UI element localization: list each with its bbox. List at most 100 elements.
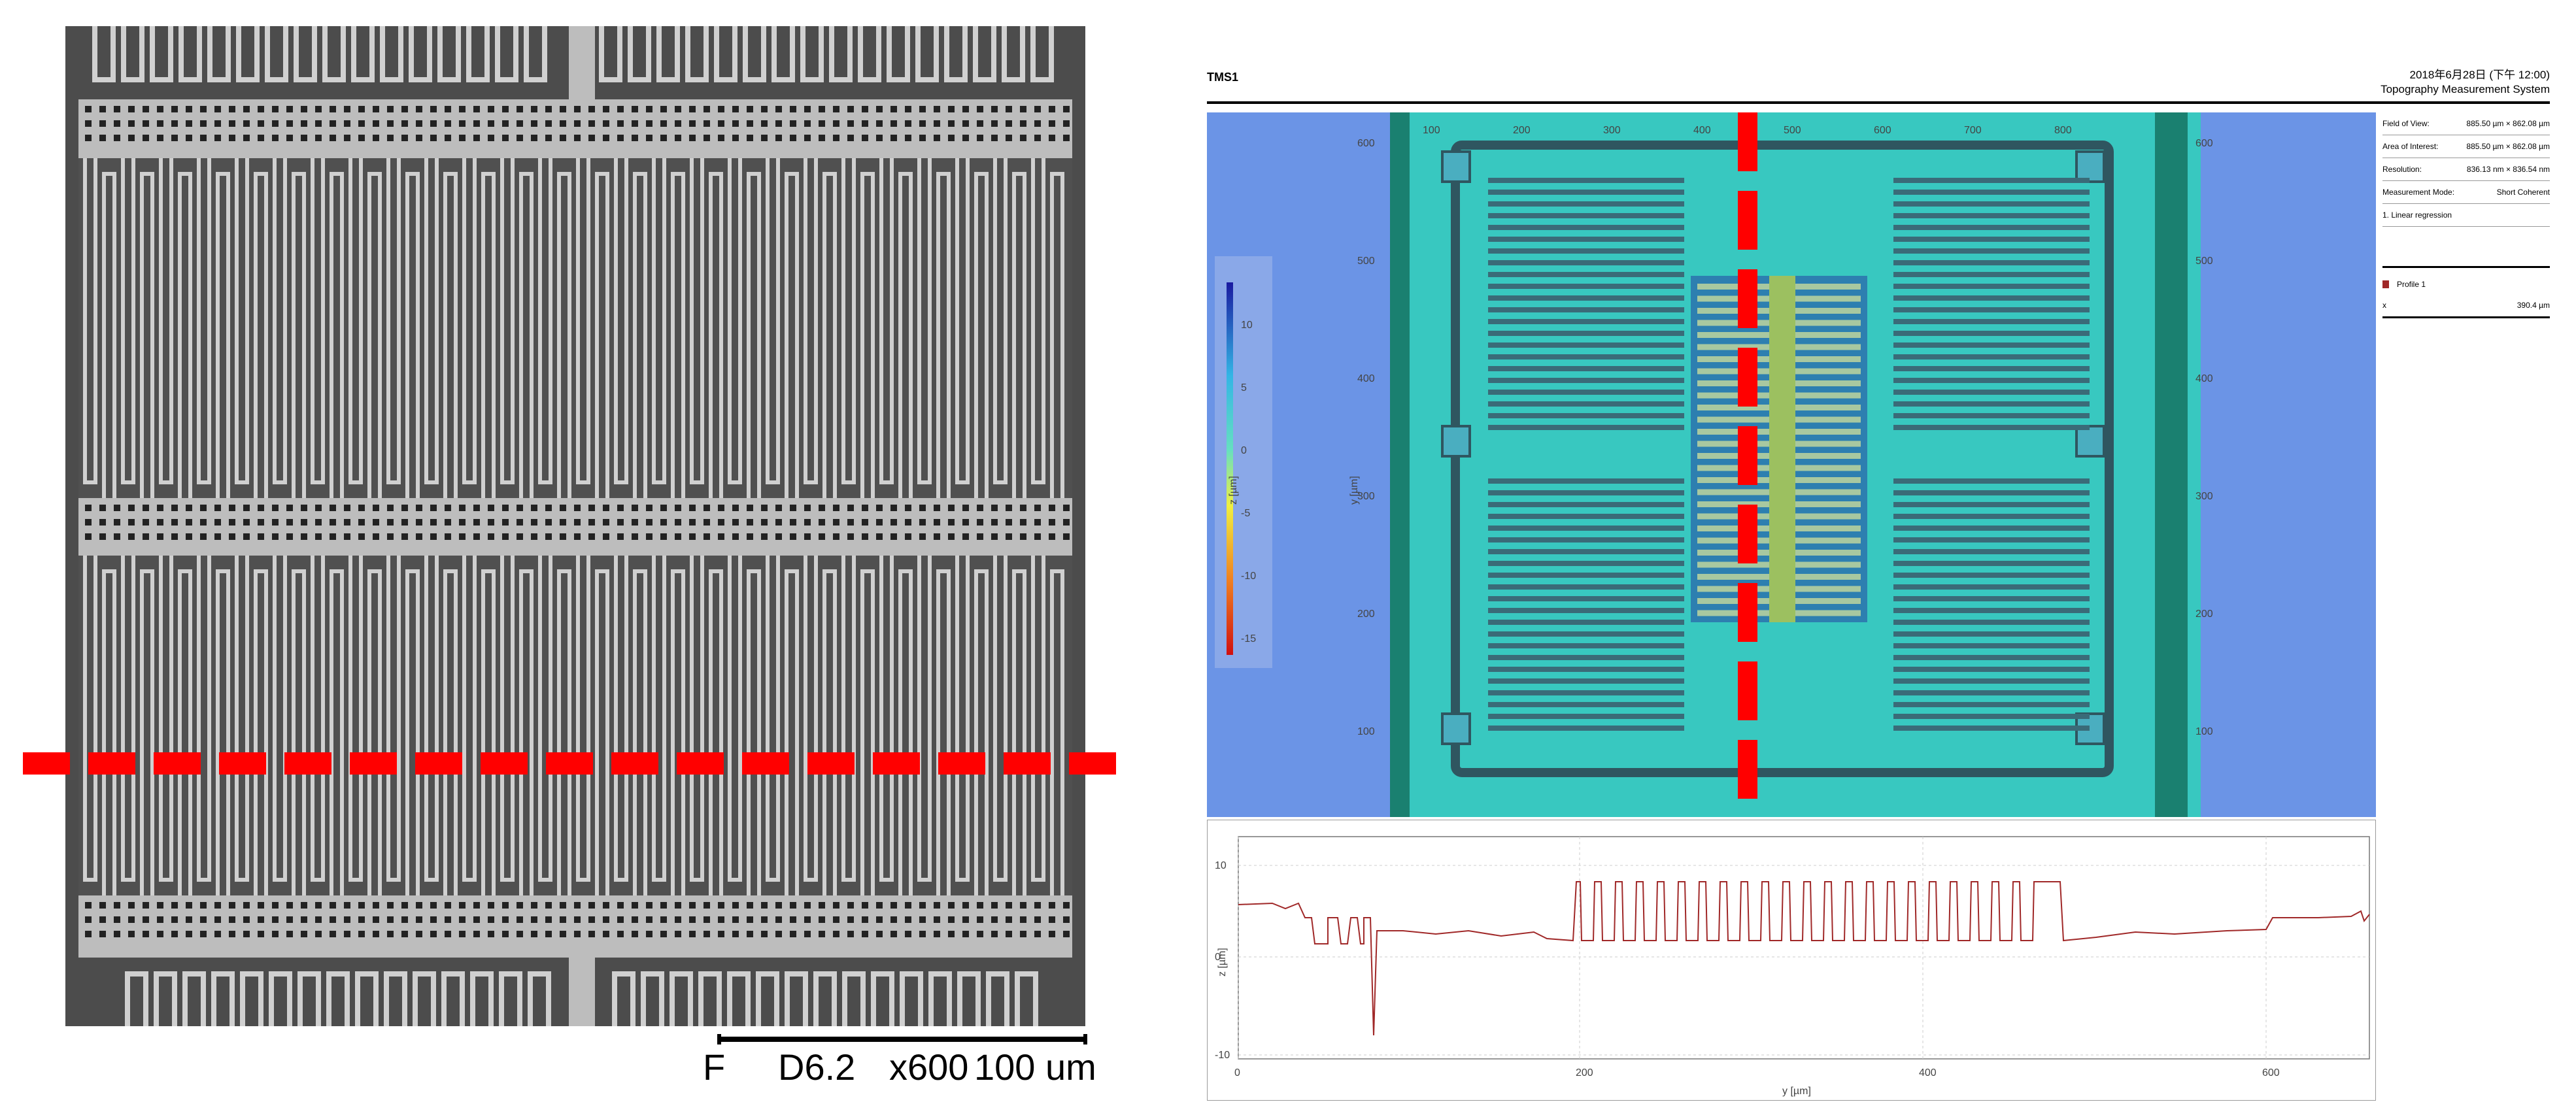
- sem-dot: [890, 916, 897, 923]
- sem-dot: [718, 120, 724, 127]
- sem-dot: [991, 135, 998, 141]
- sem-dot: [214, 533, 221, 540]
- sem-dot: [229, 902, 235, 909]
- sem-dot: [214, 505, 221, 511]
- sem-finger-up: [178, 569, 192, 895]
- sem-center-strip-top: [569, 26, 595, 99]
- sem-dot: [675, 505, 681, 511]
- sem-dot: [272, 902, 279, 909]
- sem-dot: [1006, 505, 1012, 511]
- sem-dot: [301, 519, 307, 526]
- sem-dot: [632, 135, 638, 141]
- sem-dot: [804, 505, 811, 511]
- sem-dot: [286, 106, 293, 112]
- map-finger: [1488, 401, 1684, 407]
- map-finger: [1488, 667, 1684, 672]
- sem-finger-up: [292, 569, 306, 895]
- sem-dot: [603, 916, 609, 923]
- sem-dot: [876, 505, 883, 511]
- map-finger: [1488, 478, 1684, 484]
- sem-dot: [229, 120, 235, 127]
- profile-x-tick: 200: [1576, 1067, 1593, 1078]
- sem-dot: [214, 519, 221, 526]
- sem-dot: [1006, 519, 1012, 526]
- sem-dot: [1034, 902, 1041, 909]
- sem-top-comb-loop: [409, 26, 432, 82]
- sem-bottom-comb-loop: [297, 971, 321, 1026]
- sem-dot: [286, 916, 293, 923]
- sem-top-comb-loop: [92, 26, 116, 82]
- sem-dot: [114, 519, 120, 526]
- sem-dot: [358, 916, 365, 923]
- sem-finger-up: [860, 172, 875, 498]
- sem-finger-up: [519, 172, 534, 498]
- map-finger: [1488, 549, 1684, 554]
- sem-finger-up: [254, 172, 268, 498]
- sem-dot: [272, 533, 279, 540]
- sem-dot: [703, 505, 710, 511]
- sem-dot: [1020, 519, 1026, 526]
- profile-y-label: z [µm]: [1217, 948, 1228, 977]
- map-finger: [1893, 237, 2090, 242]
- sem-finger-up: [292, 172, 306, 498]
- sem-dot: [200, 916, 207, 923]
- sem-dot: [646, 519, 652, 526]
- map-finger: [1893, 260, 2090, 265]
- sem-finger-up: [822, 172, 837, 498]
- sem-dot: [186, 533, 192, 540]
- sem-finger-down: [197, 158, 211, 484]
- profile-frame: [1207, 820, 2376, 1101]
- sem-top-comb-loop: [524, 26, 547, 82]
- sem-dot: [186, 106, 192, 112]
- sem-finger-up: [140, 569, 154, 895]
- sem-finger-up: [974, 172, 989, 498]
- tms-info-panel: Field of View: 885.50 µm × 862.08 µm Area …: [2382, 112, 2550, 318]
- sem-dot: [488, 916, 494, 923]
- sem-dot: [430, 120, 437, 127]
- sem-top-comb-loop: [380, 26, 403, 82]
- sem-dot: [157, 106, 163, 112]
- sem-dot: [1020, 135, 1026, 141]
- map-finger: [1893, 342, 2090, 348]
- sem-dot: [675, 902, 681, 909]
- sem-dot: [747, 519, 753, 526]
- sem-dot: [603, 135, 609, 141]
- sem-dot: [517, 533, 523, 540]
- sem-dot: [588, 902, 595, 909]
- sem-dot: [560, 106, 566, 112]
- map-center-spine: [1769, 276, 1795, 622]
- map-finger: [1893, 307, 2090, 312]
- sem-detector: F: [703, 1046, 726, 1088]
- sem-finger-up: [1012, 569, 1026, 895]
- sem-dot: [1063, 135, 1070, 141]
- sem-dot: [775, 902, 782, 909]
- sem-dot: [919, 916, 926, 923]
- sem-dot: [229, 519, 235, 526]
- sem-finger-down: [538, 158, 552, 484]
- sem-dot: [977, 135, 983, 141]
- sem-dot: [703, 916, 710, 923]
- profile-x-tick: 0: [1234, 1067, 1240, 1078]
- sem-dot: [560, 120, 566, 127]
- sem-finger-down: [652, 556, 666, 882]
- sem-dot: [934, 916, 940, 923]
- sem-dot: [876, 533, 883, 540]
- sem-finger-up: [443, 569, 458, 895]
- sem-finger-down: [614, 556, 628, 882]
- info-row: 1. Linear regression: [2382, 204, 2550, 227]
- sem-dot: [488, 505, 494, 511]
- sem-finger-up: [936, 569, 951, 895]
- sem-dot: [747, 106, 753, 112]
- sem-finger-down: [690, 556, 704, 882]
- sem-dot: [286, 533, 293, 540]
- map-finger: [1488, 284, 1684, 289]
- sem-dot: [387, 533, 394, 540]
- colorbar-tick: -5: [1241, 508, 1250, 519]
- sem-dot: [344, 135, 350, 141]
- sem-finger-up: [102, 569, 116, 895]
- map-finger: [1488, 714, 1684, 719]
- sem-dot: [646, 120, 652, 127]
- sem-dot: [1063, 120, 1070, 127]
- sem-finger-down: [690, 158, 704, 484]
- sem-dot: [977, 902, 983, 909]
